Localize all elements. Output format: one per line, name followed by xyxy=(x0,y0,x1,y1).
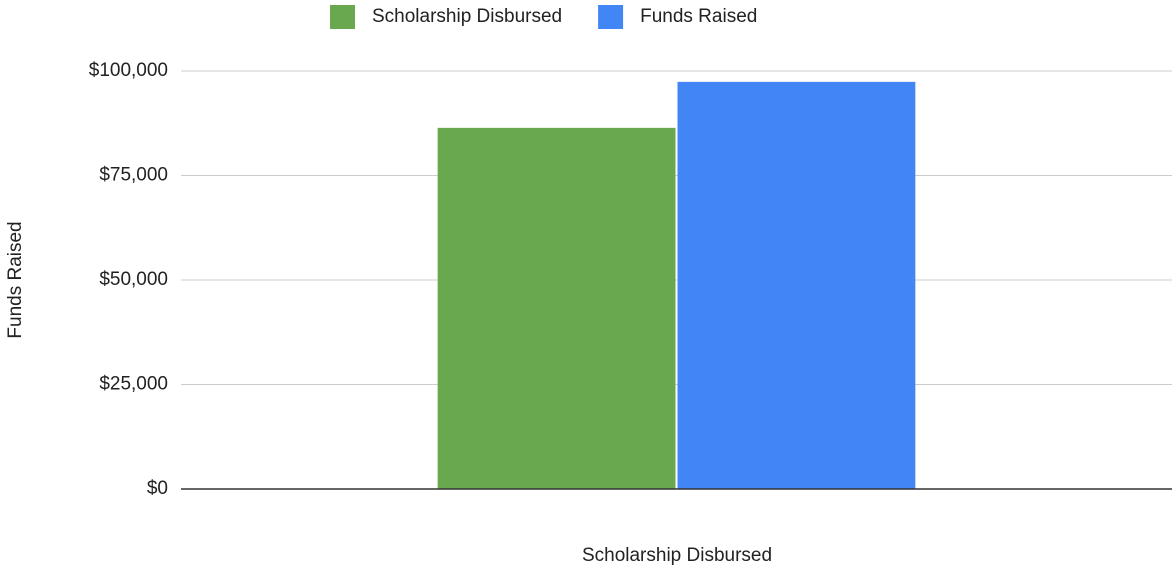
bar xyxy=(437,127,676,490)
x-axis-title: Scholarship Disbursed xyxy=(582,545,772,566)
y-tick-label: $50,000 xyxy=(99,269,168,290)
legend-label: Funds Raised xyxy=(640,6,757,27)
y-tick-label: $25,000 xyxy=(99,374,168,395)
y-axis-title: Funds Raised xyxy=(5,221,26,338)
legend-label: Scholarship Disbursed xyxy=(372,6,562,27)
y-tick-label: $75,000 xyxy=(99,165,168,186)
y-tick-label: $0 xyxy=(147,478,168,499)
y-tick-label: $100,000 xyxy=(89,60,168,81)
legend-swatch xyxy=(598,5,624,29)
bar xyxy=(677,81,916,490)
legend-swatch xyxy=(330,5,355,29)
